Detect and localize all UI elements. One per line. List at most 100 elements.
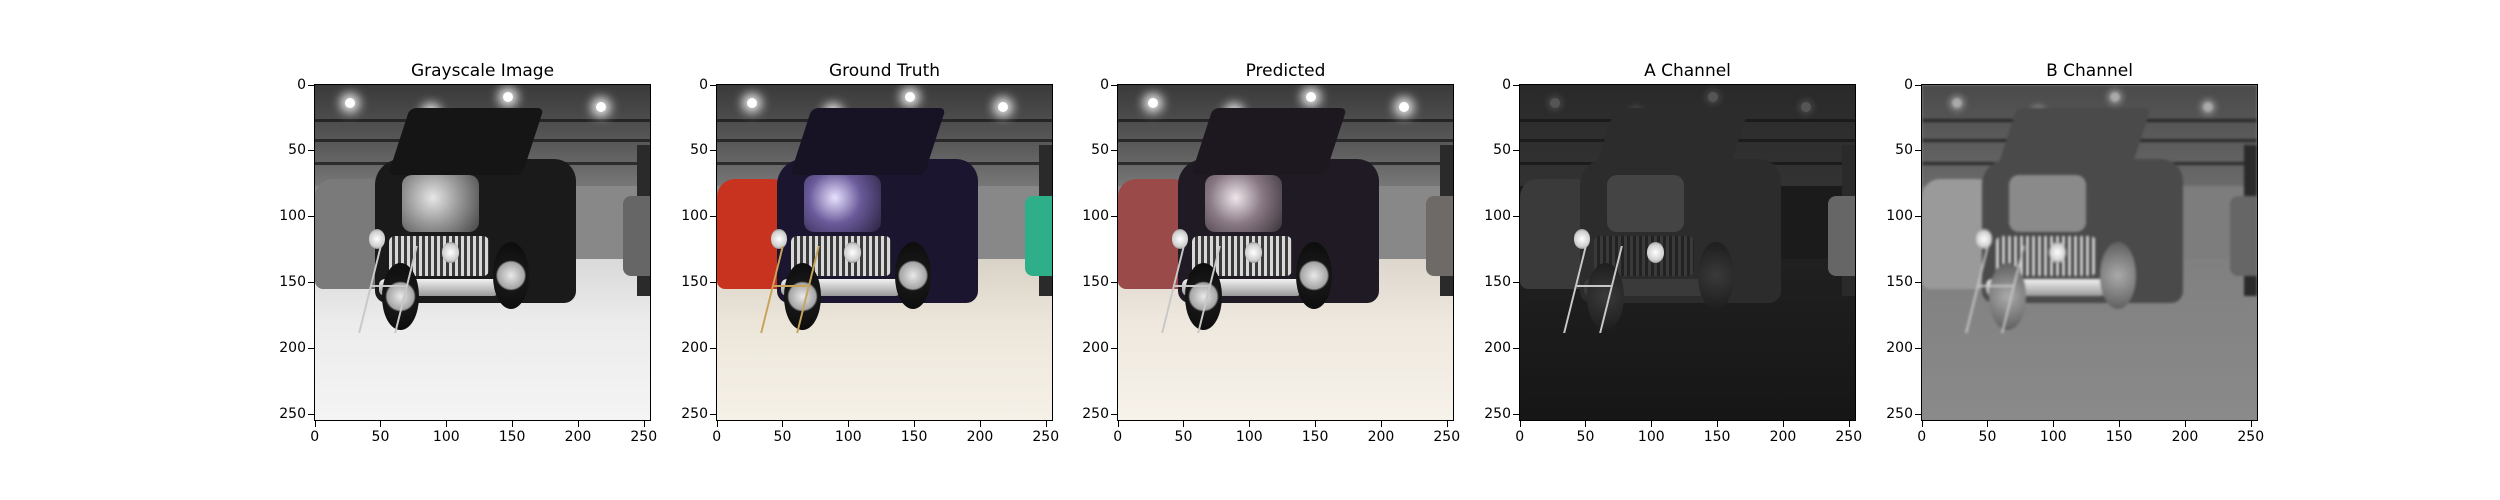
x-tick-label: 0: [712, 429, 722, 445]
x-tick-label: 250: [1835, 429, 1863, 445]
ceiling-light: [502, 91, 513, 102]
y-tick: [1513, 413, 1519, 415]
headlight: [1975, 229, 1993, 250]
ceiling-light: [1801, 101, 1812, 112]
truck-hood: [1994, 108, 2151, 176]
y-tick: [1111, 282, 1117, 284]
image-axes: [1921, 84, 2258, 421]
x-tick: [2250, 421, 2252, 427]
y-tick: [1111, 84, 1117, 86]
x-tick: [848, 421, 850, 427]
y-tick-label: 50: [288, 142, 306, 159]
x-tick: [1987, 421, 1989, 427]
headlight: [844, 242, 862, 263]
y-tick: [710, 150, 716, 152]
x-tick: [1717, 421, 1719, 427]
ceiling-light: [1399, 101, 1410, 112]
y-tick: [1915, 216, 1921, 218]
y-tick: [1915, 150, 1921, 152]
x-tick-label: 50: [1576, 429, 1595, 445]
y-tick: [1915, 84, 1921, 86]
x-tick-label: 200: [564, 429, 592, 445]
right-car: [1426, 195, 1453, 276]
right-car: [2230, 195, 2257, 276]
y-tick-label: 0: [1100, 76, 1109, 93]
headlight: [368, 229, 386, 250]
y-tick: [308, 282, 314, 284]
x-tick-label: 100: [432, 429, 460, 445]
y-tick: [1513, 84, 1519, 86]
wheel: [1295, 242, 1333, 310]
headlight: [1647, 242, 1665, 263]
x-tick-label: 0: [1917, 429, 1927, 445]
y-tick-label: 150: [1082, 274, 1109, 291]
truck-engine: [804, 175, 882, 233]
y-tick-label: 0: [1502, 76, 1511, 93]
y-tick-label: 150: [1886, 274, 1913, 291]
x-tick-label: 100: [2039, 429, 2067, 445]
y-tick-label: 0: [297, 76, 306, 93]
x-tick-label: 50: [371, 429, 390, 445]
y-tick: [710, 282, 716, 284]
x-tick-label: 200: [966, 429, 994, 445]
y-tick: [1513, 282, 1519, 284]
panel-title: Predicted: [1245, 61, 1326, 81]
x-tick: [314, 421, 316, 427]
truck-hood: [387, 108, 544, 176]
ceiling-light: [747, 98, 758, 109]
y-tick: [1513, 150, 1519, 152]
headlight: [442, 242, 460, 263]
x-tick: [1651, 421, 1653, 427]
headlight: [2049, 242, 2067, 263]
x-tick-label: 250: [1433, 429, 1461, 445]
x-tick: [1585, 421, 1587, 427]
image-ground-truth: [717, 85, 1052, 420]
x-tick: [2119, 421, 2121, 427]
y-tick: [710, 216, 716, 218]
y-tick-label: 50: [690, 142, 708, 159]
image-axes: [1117, 84, 1454, 421]
x-tick: [1519, 421, 1521, 427]
y-tick-label: 150: [279, 274, 306, 291]
truck-engine: [402, 175, 480, 233]
headlight: [1573, 229, 1591, 250]
y-tick-label: 200: [279, 339, 306, 356]
wheel: [894, 242, 932, 310]
x-tick: [380, 421, 382, 427]
y-tick-label: 200: [1484, 339, 1511, 356]
image-axes: [1519, 84, 1856, 421]
ceiling-light: [904, 91, 915, 102]
right-car: [623, 195, 650, 276]
x-tick: [2053, 421, 2055, 427]
y-tick-label: 50: [1895, 142, 1913, 159]
y-tick: [1915, 347, 1921, 349]
wheel: [1697, 242, 1735, 310]
x-tick-label: 100: [834, 429, 862, 445]
x-tick: [1446, 421, 1448, 427]
x-tick: [914, 421, 916, 427]
truck-engine: [2009, 175, 2087, 233]
y-tick-label: 250: [1886, 405, 1913, 422]
x-tick-label: 50: [773, 429, 792, 445]
y-tick: [1111, 150, 1117, 152]
ceiling-light: [2109, 91, 2120, 102]
x-tick: [782, 421, 784, 427]
panel-ground-truth: Ground Truth 0 50 100 150 200 250 0 50 100 150 200…: [681, 0, 1136, 500]
image-grayscale: [315, 85, 650, 420]
headlight: [1245, 242, 1263, 263]
ceiling-light: [345, 98, 356, 109]
x-tick-label: 150: [1301, 429, 1329, 445]
x-tick-label: 250: [630, 429, 658, 445]
y-tick: [710, 347, 716, 349]
image-axes: [716, 84, 1053, 421]
x-tick-label: 150: [2105, 429, 2133, 445]
x-tick-label: 200: [2171, 429, 2199, 445]
x-tick-label: 100: [1235, 429, 1263, 445]
image-a-channel: [1520, 85, 1855, 420]
truck-hood: [789, 108, 946, 176]
x-tick: [2184, 421, 2186, 427]
y-tick: [1111, 413, 1117, 415]
y-tick: [308, 150, 314, 152]
y-tick-label: 100: [1886, 208, 1913, 225]
y-tick-label: 200: [681, 339, 708, 356]
